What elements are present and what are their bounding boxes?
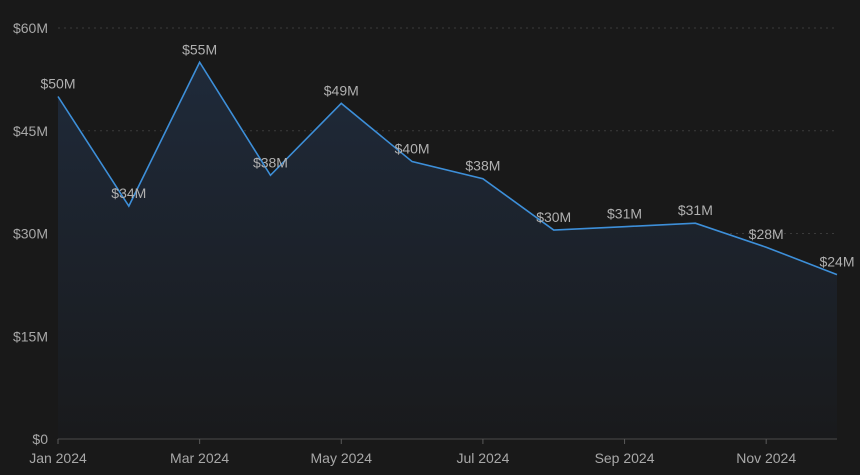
data-label: $31M — [607, 206, 642, 222]
series-line — [57, 60, 838, 276]
x-tick-label: Sep 2024 — [595, 450, 655, 466]
x-tick-label: Mar 2024 — [170, 450, 229, 466]
x-tick-label: May 2024 — [311, 450, 373, 466]
y-tick-label: $60M — [13, 20, 48, 36]
data-label: $34M — [111, 185, 146, 201]
y-tick-label: $30M — [13, 226, 48, 242]
y-tick-label: $0 — [32, 431, 48, 447]
label-layer: $50M $34M $55M $38M $49M $40M $38M $30M $31M $31M… — [40, 41, 854, 269]
data-label: $31M — [678, 202, 713, 218]
series-area — [58, 62, 837, 439]
x-tick-label: Nov 2024 — [736, 450, 796, 466]
data-label: $55M — [182, 41, 217, 57]
data-label: $28M — [749, 226, 784, 242]
data-label: $50M — [40, 76, 75, 92]
data-label: $38M — [253, 154, 288, 170]
data-label: $24M — [819, 254, 854, 270]
data-label: $40M — [395, 141, 430, 157]
area-layer — [58, 62, 837, 439]
axis-layer: $0 $15M $30M $45M $60M Jan 2024 Mar 2024 May 20… — [13, 20, 837, 466]
data-label: $30M — [536, 209, 571, 225]
y-tick-label: $15M — [13, 328, 48, 344]
data-label: $49M — [324, 82, 359, 98]
line-layer — [57, 60, 838, 276]
x-tick-label: Jul 2024 — [456, 450, 509, 466]
y-tick-label: $45M — [13, 123, 48, 139]
x-tick-label: Jan 2024 — [29, 450, 87, 466]
data-label: $38M — [465, 158, 500, 174]
